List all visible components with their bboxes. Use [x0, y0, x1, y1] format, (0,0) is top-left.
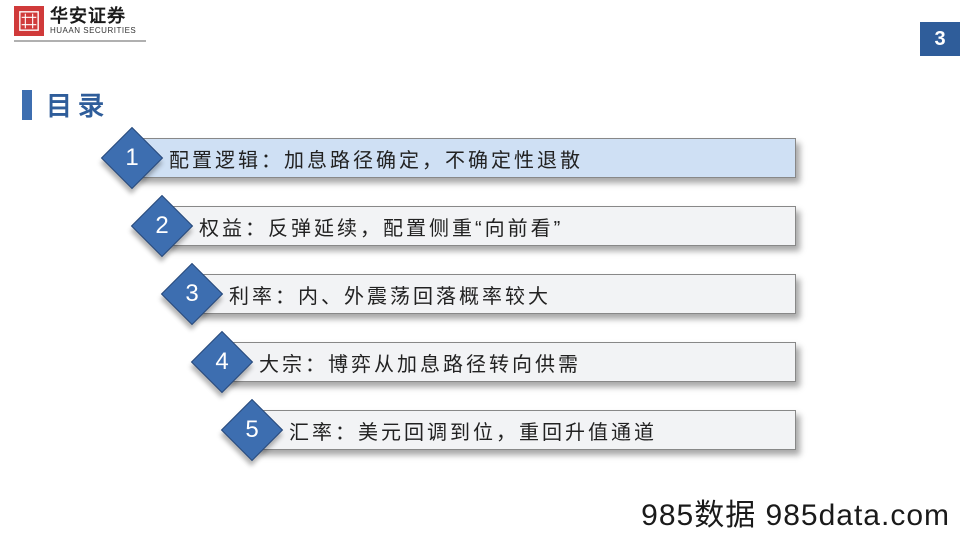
page-number-badge: 3	[920, 22, 960, 56]
toc-number: 1	[110, 136, 154, 180]
toc-number: 5	[230, 408, 274, 452]
toc-label: 汇率：美元回调到位，重回升值通道	[256, 410, 796, 450]
toc-list: 配置逻辑：加息路径确定，不确定性退散 1 权益：反弹延续，配置侧重“向前看” 2…	[100, 138, 860, 452]
logo-cn: 华安证券	[50, 7, 136, 25]
logo-text: 华安证券 HUAAN SECURITIES	[50, 7, 136, 35]
logo-area: 华安证券 HUAAN SECURITIES	[14, 6, 136, 36]
toc-item-2: 权益：反弹延续，配置侧重“向前看” 2	[130, 206, 860, 248]
watermark: 985数据 985data.com	[641, 490, 950, 534]
toc-label: 利率：内、外震荡回落概率较大	[196, 274, 796, 314]
title-bar: 目录	[22, 86, 110, 123]
logo-en: HUAAN SECURITIES	[50, 27, 136, 35]
toc-number: 4	[200, 340, 244, 384]
toc-label: 大宗：博弈从加息路径转向供需	[226, 342, 796, 382]
toc-item-4: 大宗：博弈从加息路径转向供需 4	[190, 342, 860, 384]
toc-item-3: 利率：内、外震荡回落概率较大 3	[160, 274, 860, 316]
toc-number: 2	[140, 204, 184, 248]
toc-number: 3	[170, 272, 214, 316]
seal-icon	[18, 10, 40, 32]
toc-item-5: 汇率：美元回调到位，重回升值通道 5	[220, 410, 860, 452]
title-accent	[22, 90, 32, 120]
toc-label: 权益：反弹延续，配置侧重“向前看”	[166, 206, 796, 246]
page-title: 目录	[46, 86, 110, 123]
logo-underline	[14, 40, 146, 42]
toc-label: 配置逻辑：加息路径确定，不确定性退散	[136, 138, 796, 178]
toc-item-1: 配置逻辑：加息路径确定，不确定性退散 1	[100, 138, 860, 180]
page-number: 3	[934, 28, 945, 51]
company-logo-icon	[14, 6, 44, 36]
